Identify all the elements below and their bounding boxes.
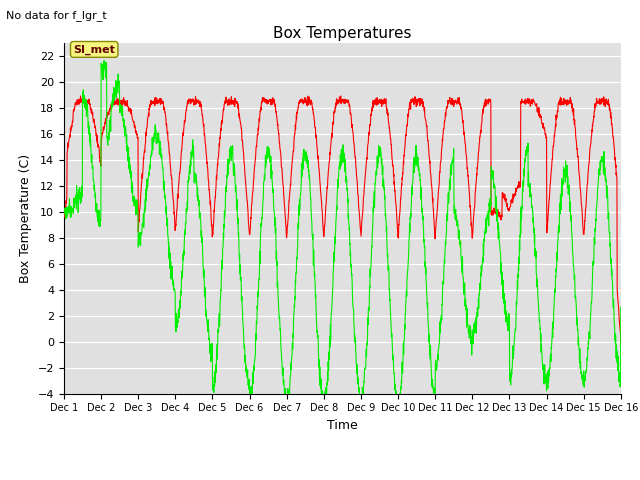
Text: No data for f_lgr_t: No data for f_lgr_t [6,10,107,21]
Y-axis label: Box Temperature (C): Box Temperature (C) [19,154,32,283]
X-axis label: Time: Time [327,419,358,432]
Text: SI_met: SI_met [73,44,115,55]
Title: Box Temperatures: Box Temperatures [273,25,412,41]
